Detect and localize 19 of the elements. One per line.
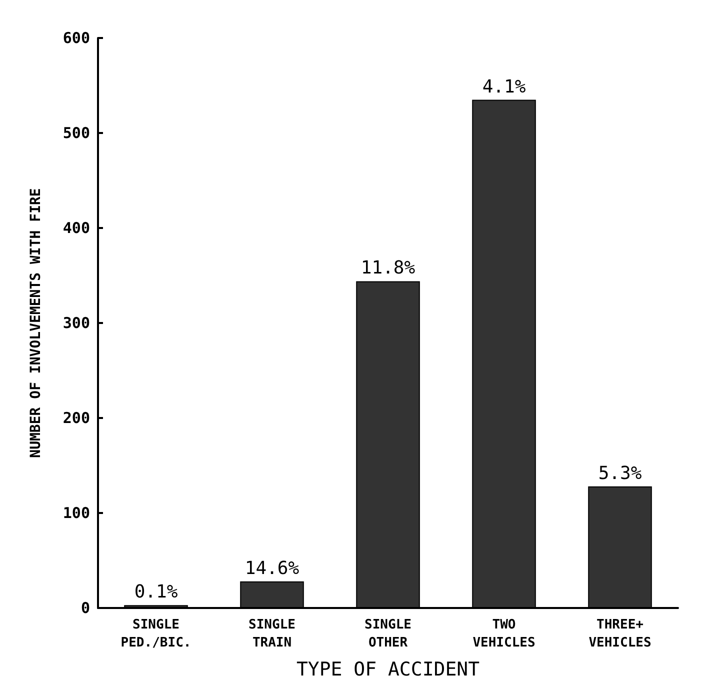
x-tick-label: TWO VEHICLES xyxy=(472,618,536,650)
annotation: 0.1% xyxy=(134,582,178,603)
annotation: 14.6% xyxy=(244,558,300,579)
y-tick-label: 400 xyxy=(62,219,90,237)
y-tick-label: 500 xyxy=(62,124,90,142)
y-tick-label: 200 xyxy=(62,409,90,427)
x-tick-label: SINGLE TRAIN xyxy=(248,618,296,650)
y-tick-label: 300 xyxy=(62,314,90,332)
x-tick-label: SINGLE OTHER xyxy=(364,618,412,650)
x-tick-label: THREE+ VEHICLES xyxy=(588,618,652,650)
y-tick-label: 100 xyxy=(62,504,90,522)
x-axis-title: TYPE OF ACCIDENT xyxy=(296,658,480,680)
y-tick-label: 0 xyxy=(80,599,90,617)
annotation: 4.1% xyxy=(482,76,526,98)
y-tick-label: 600 xyxy=(62,29,90,47)
annotation: 5.3% xyxy=(598,462,642,484)
annotation: 11.8% xyxy=(360,258,416,279)
x-tick-label: SINGLE PED./BIC. xyxy=(120,618,192,650)
y-axis-title: NUMBER OF INVOLVEMENTS WITH FIRE xyxy=(28,188,44,458)
